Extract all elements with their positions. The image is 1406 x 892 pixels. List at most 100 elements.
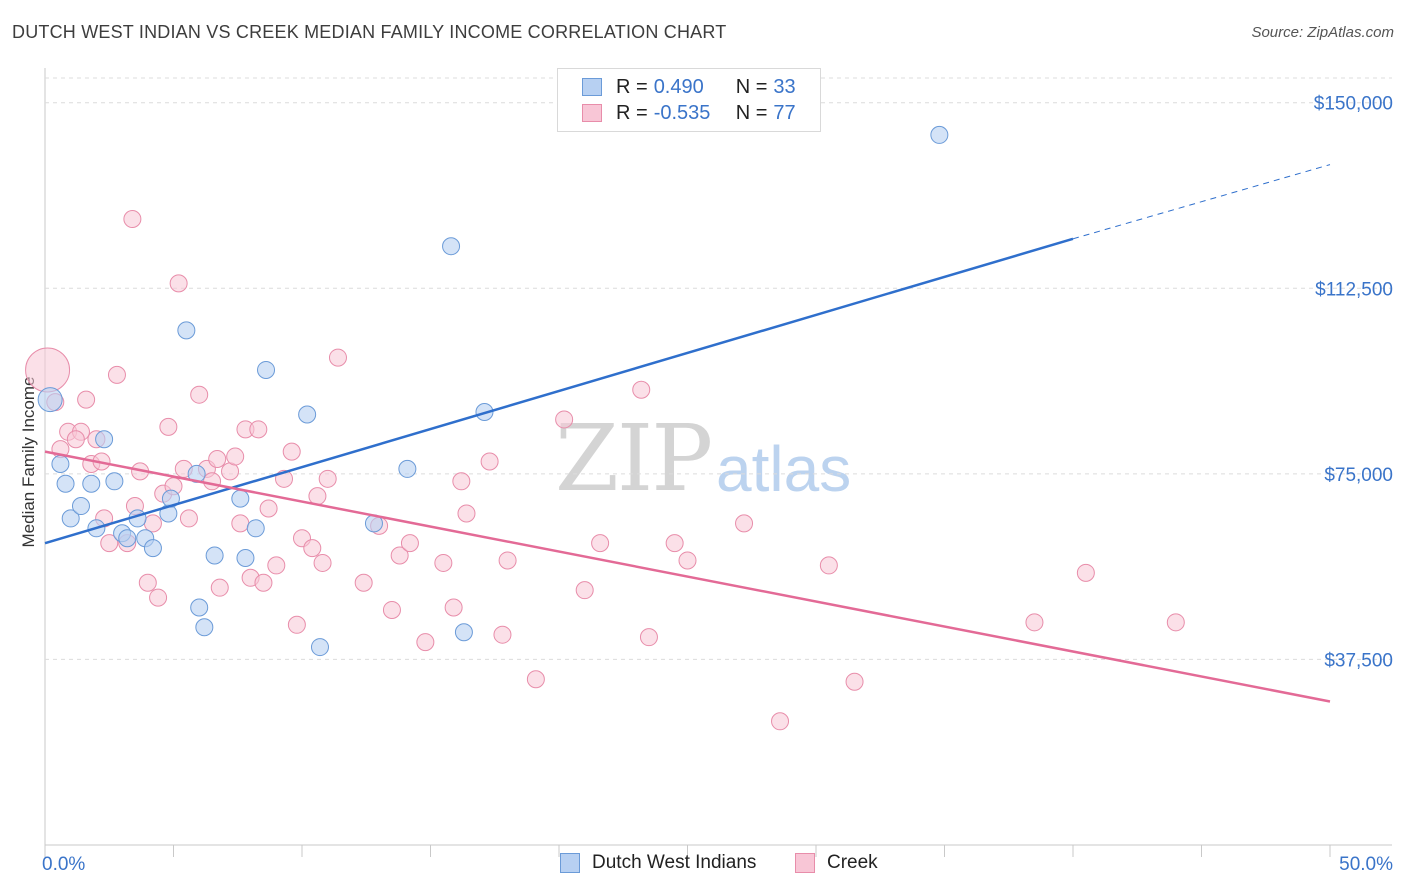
creek-point xyxy=(100,534,119,553)
legend-n-value: 33 xyxy=(773,75,796,98)
y-tick-label: $75,000 xyxy=(1324,465,1393,486)
creek-point xyxy=(328,348,347,367)
creek-point xyxy=(678,551,697,570)
creek-point xyxy=(735,514,754,533)
creek-point xyxy=(287,615,306,634)
legend-swatch-creek xyxy=(582,104,602,122)
dutch-west-indians-point xyxy=(37,387,63,413)
creek-point xyxy=(526,670,545,689)
legend-label-creek: Creek xyxy=(827,852,878,873)
dutch-west-indians-point xyxy=(310,638,329,657)
creek-point xyxy=(308,487,327,506)
dutch-west-indians-point xyxy=(118,529,137,548)
creek-point xyxy=(1166,613,1185,632)
source-label: Source: ZipAtlas.com xyxy=(1251,24,1394,41)
dutch-west-indians-point xyxy=(246,519,265,538)
legend-r-label: R = xyxy=(616,75,648,98)
creek-point xyxy=(382,600,401,619)
creek-point xyxy=(591,534,610,553)
creek-point xyxy=(480,452,499,471)
dutch-west-indians-point xyxy=(236,548,255,567)
legend-item-dutch-west-indians: Dutch West Indians xyxy=(560,852,756,874)
y-tick-label: $112,500 xyxy=(1315,279,1393,300)
creek-point xyxy=(632,380,651,399)
dutch-west-indians-point xyxy=(398,459,417,478)
creek-trend-line xyxy=(44,450,1331,703)
creek-point xyxy=(159,417,178,436)
dutch-west-indians-point xyxy=(190,598,209,617)
creek-point xyxy=(1076,563,1095,582)
creek-point xyxy=(400,534,419,553)
legend-label-dutch: Dutch West Indians xyxy=(592,852,757,873)
y-tick-label: $37,500 xyxy=(1324,650,1393,671)
creek-point xyxy=(575,581,594,600)
creek-point xyxy=(143,514,162,533)
creek-point xyxy=(210,578,229,597)
dutch-west-indians-point xyxy=(231,489,250,508)
dutch-west-indians-point xyxy=(51,454,70,473)
x-tick-label: 50.0% xyxy=(1339,854,1393,875)
dutch-west-indians-point xyxy=(56,474,75,493)
dutch-west-indians-point xyxy=(105,472,124,491)
creek-point xyxy=(259,499,278,518)
creek-point xyxy=(107,365,126,384)
creek-point xyxy=(149,588,168,607)
legend-n-label: N = xyxy=(735,101,768,124)
creek-point xyxy=(203,472,222,491)
creek-point xyxy=(179,509,198,528)
dutch-west-indians-point xyxy=(177,321,196,340)
dutch-west-indians-trend-extension xyxy=(1072,164,1331,240)
creek-point xyxy=(249,420,268,439)
legend-r-value: -0.535 xyxy=(653,101,711,124)
legend-n-label: N = xyxy=(735,75,768,98)
creek-point xyxy=(77,390,96,409)
creek-point xyxy=(138,573,157,592)
dutch-west-indians-point xyxy=(82,474,101,493)
creek-point xyxy=(282,442,301,461)
dutch-west-indians-point xyxy=(930,125,949,144)
legend-n-value: 77 xyxy=(773,101,796,124)
creek-point xyxy=(303,539,322,558)
watermark-zip: ZIP xyxy=(555,405,713,512)
creek-point xyxy=(771,712,790,731)
creek-point xyxy=(231,514,250,533)
creek-point xyxy=(254,573,273,592)
legend-row-creek: R = -0.535 N = 77 xyxy=(582,100,796,126)
creek-point xyxy=(639,628,658,647)
dutch-west-indians-point xyxy=(442,237,461,256)
creek-point xyxy=(169,274,188,293)
creek-point xyxy=(819,556,838,575)
dutch-west-indians-point xyxy=(298,405,317,424)
dutch-west-indians-trend-line xyxy=(44,237,1074,545)
dutch-west-indians-point xyxy=(187,464,206,483)
creek-point xyxy=(208,450,227,469)
legend-item-creek: Creek xyxy=(795,852,878,874)
y-tick-label: $150,000 xyxy=(1314,94,1393,115)
dutch-west-indians-point xyxy=(195,618,214,637)
creek-point xyxy=(123,210,142,229)
legend-r-label: R = xyxy=(616,101,648,124)
creek-point xyxy=(434,553,453,572)
correlation-legend: R = 0.490 N = 33 R = -0.535 N = 77 xyxy=(557,68,821,132)
creek-point xyxy=(416,633,435,652)
y-axis-label: Median Family Income xyxy=(19,376,38,547)
dutch-west-indians-point xyxy=(454,623,473,642)
series-legend: Dutch West Indians Creek xyxy=(0,852,1406,878)
creek-point xyxy=(25,347,71,393)
creek-point xyxy=(452,472,471,491)
creek-point xyxy=(226,447,245,466)
creek-point xyxy=(498,551,517,570)
dutch-west-indians-point xyxy=(257,360,276,379)
dutch-west-indians-point xyxy=(95,430,114,449)
creek-point xyxy=(444,598,463,617)
legend-swatch-dutch xyxy=(560,853,580,873)
dutch-west-indians-point xyxy=(71,497,90,516)
dutch-west-indians-point xyxy=(143,539,162,558)
creek-point xyxy=(318,469,337,488)
dutch-west-indians-point xyxy=(61,509,80,528)
x-tick-label: 0.0% xyxy=(42,854,85,875)
creek-point xyxy=(555,410,574,429)
legend-row-dutch: R = 0.490 N = 33 xyxy=(582,74,796,100)
dutch-west-indians-point xyxy=(205,546,224,565)
